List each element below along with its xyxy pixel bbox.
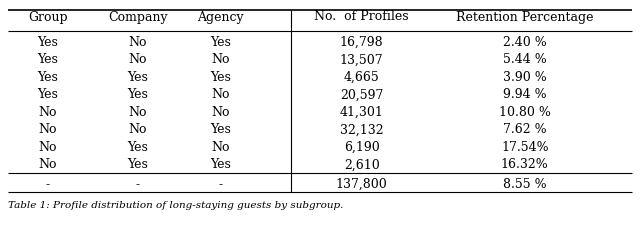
Text: 4,665: 4,665: [344, 71, 380, 84]
Text: 7.62 %: 7.62 %: [503, 123, 547, 136]
Text: Yes: Yes: [38, 71, 58, 84]
Text: No: No: [129, 123, 147, 136]
Text: Yes: Yes: [211, 36, 231, 49]
Text: No: No: [129, 53, 147, 66]
Text: Group: Group: [28, 10, 68, 24]
Text: Table 1: Profile distribution of long-staying guests by subgroup.: Table 1: Profile distribution of long-st…: [8, 202, 344, 210]
Text: Yes: Yes: [127, 71, 148, 84]
Text: 16.32%: 16.32%: [501, 158, 548, 171]
Text: Yes: Yes: [127, 88, 148, 101]
Text: Yes: Yes: [38, 53, 58, 66]
Text: No: No: [39, 158, 57, 171]
Text: No: No: [39, 106, 57, 119]
Text: 13,507: 13,507: [340, 53, 383, 66]
Text: 9.94 %: 9.94 %: [503, 88, 547, 101]
Text: -: -: [219, 178, 223, 191]
Text: No: No: [212, 53, 230, 66]
Text: 16,798: 16,798: [340, 36, 383, 49]
Text: -: -: [136, 178, 140, 191]
Text: 32,132: 32,132: [340, 123, 383, 136]
Text: Yes: Yes: [211, 158, 231, 171]
Text: No: No: [39, 141, 57, 154]
Text: Yes: Yes: [211, 71, 231, 84]
Text: No: No: [212, 88, 230, 101]
Text: 3.90 %: 3.90 %: [503, 71, 547, 84]
Text: Retention Percentage: Retention Percentage: [456, 10, 593, 24]
Text: Agency: Agency: [198, 10, 244, 24]
Text: 20,597: 20,597: [340, 88, 383, 101]
Text: 137,800: 137,800: [336, 178, 387, 191]
Text: 6,190: 6,190: [344, 141, 380, 154]
Text: 41,301: 41,301: [340, 106, 383, 119]
Text: No: No: [212, 141, 230, 154]
Text: No: No: [39, 123, 57, 136]
Text: No: No: [212, 106, 230, 119]
Text: No.  of Profiles: No. of Profiles: [314, 10, 409, 24]
Text: -: -: [46, 178, 50, 191]
Text: No: No: [129, 106, 147, 119]
Text: Yes: Yes: [127, 141, 148, 154]
Text: Yes: Yes: [38, 36, 58, 49]
Text: 17.54%: 17.54%: [501, 141, 548, 154]
Text: Yes: Yes: [211, 123, 231, 136]
Text: Yes: Yes: [127, 158, 148, 171]
Text: 10.80 %: 10.80 %: [499, 106, 551, 119]
Text: Yes: Yes: [38, 88, 58, 101]
Text: 2,610: 2,610: [344, 158, 380, 171]
Text: 2.40 %: 2.40 %: [503, 36, 547, 49]
Text: 8.55 %: 8.55 %: [503, 178, 547, 191]
Text: No: No: [129, 36, 147, 49]
Text: 5.44 %: 5.44 %: [503, 53, 547, 66]
Text: Company: Company: [108, 10, 168, 24]
